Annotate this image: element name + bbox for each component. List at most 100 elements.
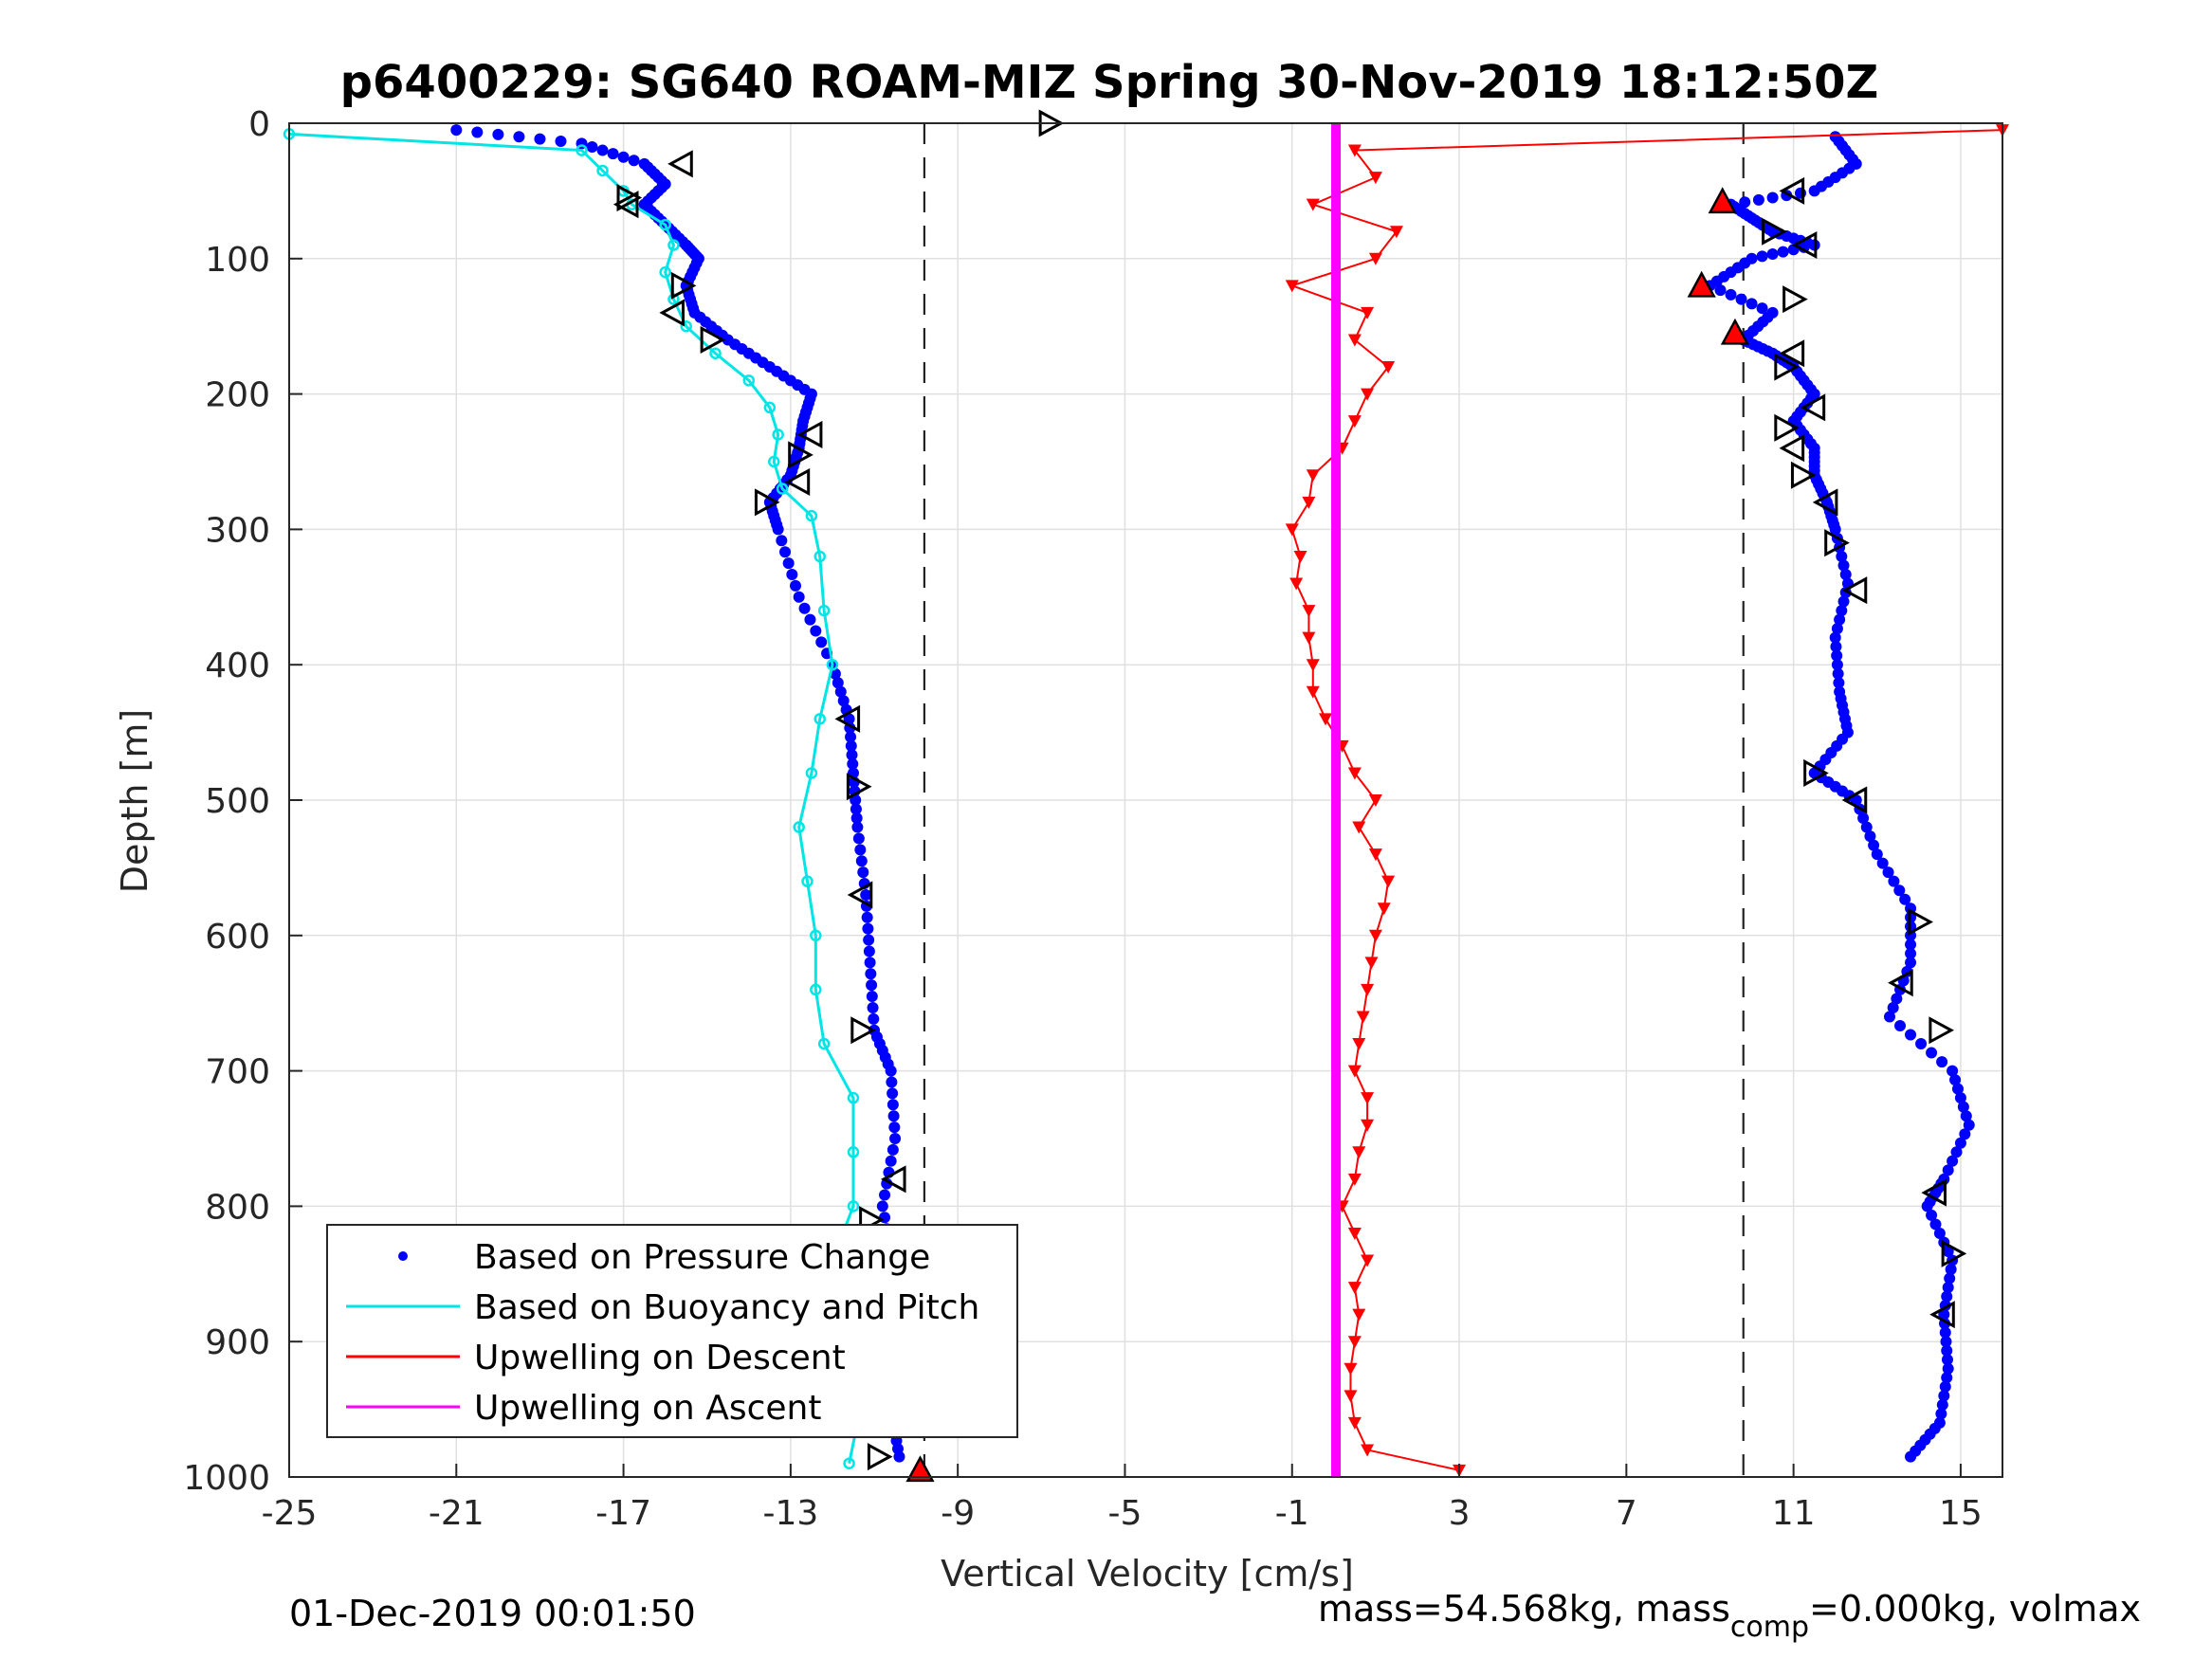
pressure-point xyxy=(1938,1390,1950,1402)
upwelling-descent-marker xyxy=(1347,334,1362,347)
pressure-point xyxy=(1850,794,1862,806)
buoyancy-point xyxy=(793,821,805,833)
pressure-point xyxy=(1938,1308,1950,1321)
pressure-point xyxy=(1941,1354,1953,1366)
pressure-point xyxy=(1959,1128,1971,1140)
upwelling-descent-marker xyxy=(1293,550,1307,563)
open-triangle-marker xyxy=(846,773,872,801)
upwelling-descent-marker xyxy=(1368,172,1382,185)
x-tick-label: 15 xyxy=(1939,1494,1983,1533)
pressure-point xyxy=(1830,641,1842,653)
pressure-point xyxy=(1936,1056,1948,1068)
buoyancy-point xyxy=(814,713,826,725)
pressure-point xyxy=(1831,649,1843,662)
upwelling-descent-marker xyxy=(1368,929,1382,942)
y-tick-label: 0 xyxy=(248,105,270,144)
open-triangle-marker xyxy=(1929,1016,1955,1045)
upwelling-descent-marker xyxy=(1344,1390,1358,1403)
open-triangle-marker xyxy=(1800,393,1826,422)
upwelling-descent-marker xyxy=(1364,957,1379,970)
upwelling-descent-marker xyxy=(1306,659,1320,672)
pressure-point xyxy=(1864,830,1876,843)
open-triangle-marker xyxy=(1941,1239,1967,1267)
legend-box xyxy=(326,1224,1018,1438)
x-axis-label: Vertical Velocity [cm/s] xyxy=(941,1553,1354,1595)
pressure-point xyxy=(857,866,869,879)
pressure-point xyxy=(1949,1074,1962,1086)
open-triangle-marker xyxy=(796,420,823,448)
buoyancy-point xyxy=(810,929,822,942)
pressure-point xyxy=(1929,1218,1942,1231)
footer-timestamp: 01-Dec-2019 00:01:50 xyxy=(289,1593,696,1634)
pressure-point xyxy=(889,1133,902,1144)
upwelling-descent-marker xyxy=(1347,144,1362,157)
open-triangle-marker xyxy=(1888,969,1913,997)
upwelling-descent-marker xyxy=(1347,415,1362,428)
upwelling-descent-marker xyxy=(1352,1038,1366,1051)
open-triangle-marker xyxy=(1779,434,1805,463)
pressure-point xyxy=(1945,1264,1957,1276)
y-tick-label: 600 xyxy=(205,918,270,957)
pressure-point xyxy=(1926,1209,1938,1221)
buoyancy-point xyxy=(576,144,588,156)
open-triangle-marker xyxy=(1774,353,1800,381)
filled-triangle-marker xyxy=(1720,318,1750,345)
x-tick-label: -5 xyxy=(1108,1494,1143,1533)
upwelling-descent-marker xyxy=(1347,1227,1362,1240)
open-triangle-marker xyxy=(850,1016,876,1045)
pressure-point xyxy=(1891,993,1903,1005)
pressure-point xyxy=(1960,1110,1972,1122)
pressure-point xyxy=(1954,1092,1966,1104)
pressure-point xyxy=(1944,1272,1956,1285)
upwelling-descent-marker xyxy=(1368,252,1382,265)
pressure-point xyxy=(1829,523,1841,536)
open-triangle-marker xyxy=(1921,1178,1947,1207)
pressure-point xyxy=(846,749,858,761)
pressure-point xyxy=(1893,884,1906,897)
open-triangle-marker xyxy=(1779,176,1805,205)
upwelling-descent-marker xyxy=(1306,469,1320,483)
filled-triangle-marker xyxy=(1687,270,1716,298)
pressure-point xyxy=(850,794,862,806)
pressure-point xyxy=(810,625,822,637)
upwelling-descent-marker xyxy=(1347,767,1362,780)
series-layer xyxy=(283,109,2009,1483)
open-triangle-marker xyxy=(784,467,811,496)
open-triangle-marker xyxy=(788,441,814,469)
legend-label-buoyancy: Based on Buoyancy and Pitch xyxy=(474,1288,979,1327)
pressure-point xyxy=(1756,302,1768,315)
pressure-point xyxy=(887,1087,899,1100)
buoyancy-point xyxy=(847,1146,860,1158)
pressure-point xyxy=(607,148,619,160)
pressure-point xyxy=(798,602,811,614)
upwelling-descent-marker xyxy=(1347,1416,1362,1430)
open-triangle-marker xyxy=(1791,230,1818,260)
pressure-point xyxy=(617,151,630,163)
upwelling-descent-marker xyxy=(1344,1362,1358,1376)
buoyancy-point xyxy=(847,1091,860,1104)
pressure-point xyxy=(1935,1408,1947,1420)
pressure-point xyxy=(850,803,862,815)
pressure-point xyxy=(1947,1155,1959,1167)
pressure-point xyxy=(534,133,546,145)
open-triangle-marker xyxy=(1812,488,1838,517)
pressure-point xyxy=(834,685,847,698)
upwelling-descent-marker xyxy=(1377,902,1391,916)
pressure-point xyxy=(1882,866,1894,879)
footer-mass-info: mass=54.568kg, masscomp=0.000kg, volmax xyxy=(1318,1588,2141,1644)
buoyancy-point xyxy=(814,550,826,563)
open-triangle-marker xyxy=(670,271,697,300)
open-triangle-marker xyxy=(612,191,639,219)
pressure-point xyxy=(887,1143,899,1156)
pressure-point xyxy=(1957,1101,1969,1113)
pressure-point xyxy=(1808,185,1820,197)
pressure-point xyxy=(786,569,798,580)
pressure-point xyxy=(1933,1227,1946,1239)
upwelling-descent-marker xyxy=(1319,713,1333,726)
legend-swatch-pressure xyxy=(398,1251,408,1261)
buoyancy-point xyxy=(680,319,692,333)
upwelling-descent-marker xyxy=(1389,226,1403,239)
pressure-point xyxy=(876,1200,888,1212)
pressure-point xyxy=(866,979,878,992)
